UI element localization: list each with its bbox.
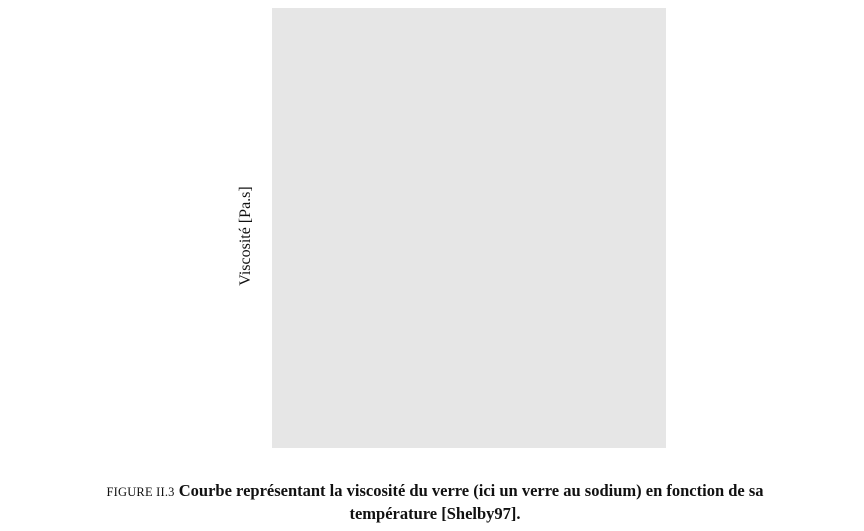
scanned-page-background (272, 8, 666, 448)
y-axis-label: Viscosité [Pa.s] (237, 186, 254, 285)
caption-text-line2: température [Shelby97]. (349, 504, 521, 523)
caption-text: Courbe représentant la viscosité du verr… (178, 481, 764, 500)
figure-caption: FIGURE II.3 Courbe représentant la visco… (20, 480, 850, 524)
chart-figure: 500750100012501500051015Température [°C]… (237, 8, 666, 448)
caption-figure-label: FIGURE II.3 (106, 485, 175, 499)
